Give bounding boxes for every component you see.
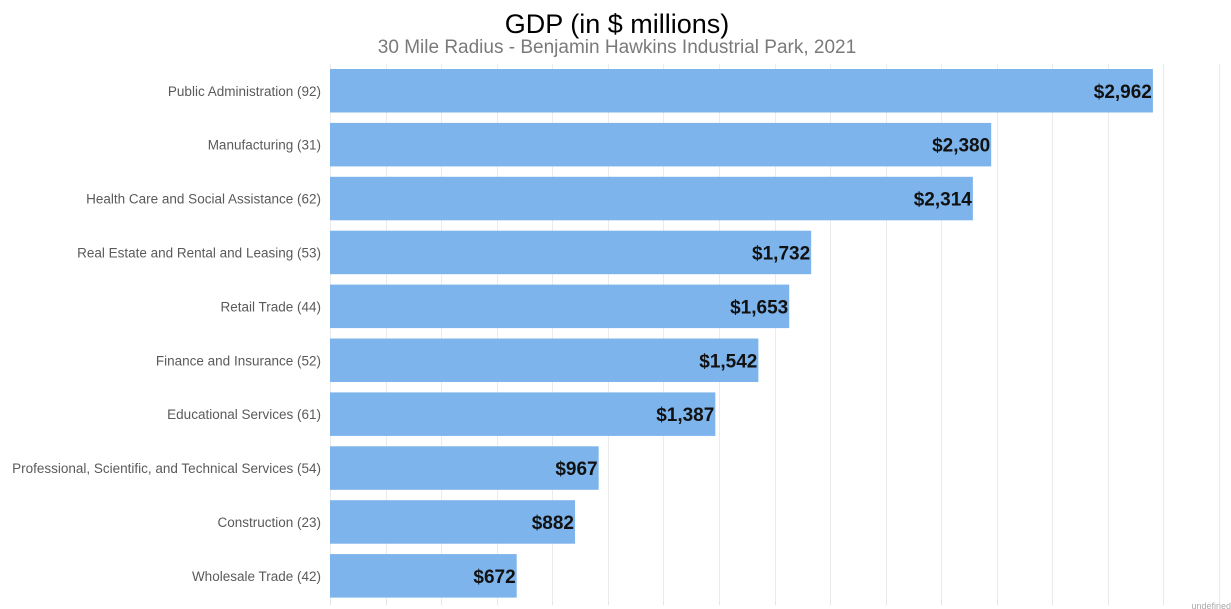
value-label: $1,387 [656, 405, 714, 426]
value-label: $2,380 [932, 136, 990, 157]
category-label: Professional, Scientific, and Technical … [12, 461, 321, 476]
value-label: $1,653 [730, 297, 788, 318]
value-label: $882 [532, 513, 574, 534]
bar [330, 554, 517, 598]
category-label: Educational Services (61) [167, 407, 321, 422]
bar [330, 446, 599, 490]
value-label: $2,962 [1094, 82, 1152, 103]
bars [330, 69, 1153, 598]
value-label: $2,314 [914, 190, 973, 211]
bar [330, 284, 790, 329]
category-label: Health Care and Social Assistance (62) [86, 192, 321, 207]
category-label: Construction (23) [217, 515, 321, 530]
category-label: Real Estate and Rental and Leasing (53) [77, 245, 321, 260]
bar [330, 176, 973, 221]
value-label: $1,542 [699, 351, 757, 372]
chart-subtitle: 30 Mile Radius - Benjamin Hawkins Indust… [378, 37, 856, 58]
value-label: $672 [473, 567, 515, 588]
category-label: Manufacturing (31) [208, 138, 321, 153]
bar [330, 69, 1153, 113]
category-label: Public Administration (92) [168, 84, 321, 99]
category-label: Finance and Insurance (52) [156, 353, 321, 368]
category-labels: Public Administration (92) Manufacturing … [12, 84, 321, 584]
bar [330, 338, 759, 382]
bar [330, 500, 576, 544]
bar [330, 230, 812, 275]
bar [330, 122, 992, 167]
value-labels: $2,962 $2,380 $2,314 $1,732 $1,653 $1,542 $1,3… [473, 82, 1151, 588]
footer-note: undefined [1191, 601, 1231, 609]
value-label: $967 [555, 459, 597, 480]
bar [330, 392, 716, 436]
category-label: Wholesale Trade (42) [192, 569, 321, 584]
chart-title: GDP (in $ millions) [505, 9, 730, 39]
category-label: Retail Trade (44) [220, 299, 321, 314]
value-label: $1,732 [752, 243, 810, 264]
